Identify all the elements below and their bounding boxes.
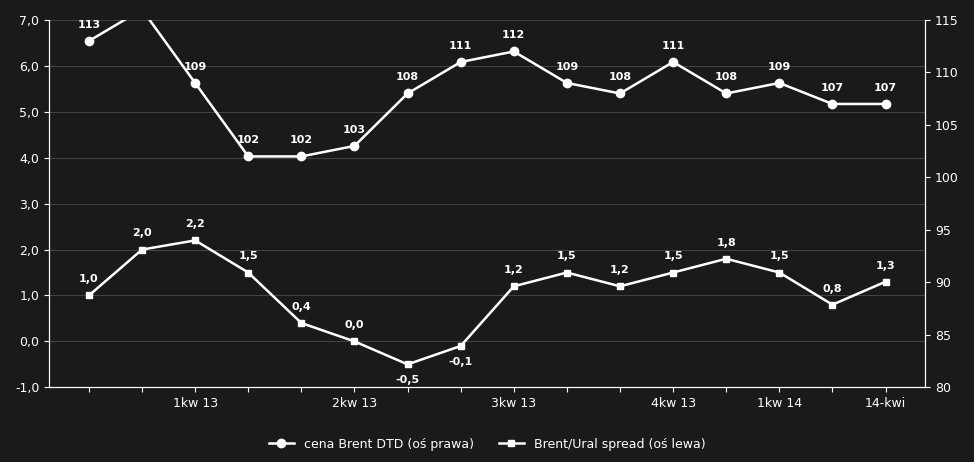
cena Brent DTD (oś prawa) xyxy=(136,7,148,12)
cena Brent DTD (oś prawa) xyxy=(349,143,360,149)
Text: 107: 107 xyxy=(874,83,897,93)
Text: 108: 108 xyxy=(715,73,737,82)
Text: 1,0: 1,0 xyxy=(79,274,98,285)
Text: 0,4: 0,4 xyxy=(291,302,312,312)
Brent/Ural spread (oś lewa) xyxy=(721,256,732,261)
Text: 111: 111 xyxy=(449,41,472,51)
Text: 0,8: 0,8 xyxy=(823,284,843,293)
Brent/Ural spread (oś lewa) xyxy=(83,293,94,298)
cena Brent DTD (oś prawa) xyxy=(243,154,254,159)
Text: 113: 113 xyxy=(77,20,100,30)
Text: 116: 116 xyxy=(0,461,1,462)
cena Brent DTD (oś prawa) xyxy=(401,91,413,96)
Line: cena Brent DTD (oś prawa): cena Brent DTD (oś prawa) xyxy=(85,6,889,161)
cena Brent DTD (oś prawa) xyxy=(508,49,520,54)
Text: 102: 102 xyxy=(237,135,260,146)
Brent/Ural spread (oś lewa) xyxy=(615,284,626,289)
cena Brent DTD (oś prawa) xyxy=(827,101,839,107)
Brent/Ural spread (oś lewa) xyxy=(508,284,520,289)
Text: 109: 109 xyxy=(555,62,579,72)
Brent/Ural spread (oś lewa) xyxy=(349,339,360,344)
Text: 2,2: 2,2 xyxy=(185,219,205,229)
cena Brent DTD (oś prawa) xyxy=(880,101,891,107)
cena Brent DTD (oś prawa) xyxy=(667,59,679,65)
cena Brent DTD (oś prawa) xyxy=(295,154,307,159)
Text: 107: 107 xyxy=(821,83,844,93)
Text: 108: 108 xyxy=(609,73,631,82)
Brent/Ural spread (oś lewa) xyxy=(880,279,891,285)
cena Brent DTD (oś prawa) xyxy=(721,91,732,96)
Text: 1,2: 1,2 xyxy=(610,265,630,275)
Text: 103: 103 xyxy=(343,125,366,135)
Text: 102: 102 xyxy=(290,135,313,146)
Brent/Ural spread (oś lewa) xyxy=(455,343,467,349)
Text: 112: 112 xyxy=(503,30,525,40)
cena Brent DTD (oś prawa) xyxy=(773,80,785,86)
Brent/Ural spread (oś lewa) xyxy=(136,247,148,252)
Brent/Ural spread (oś lewa) xyxy=(189,237,201,243)
cena Brent DTD (oś prawa) xyxy=(615,91,626,96)
cena Brent DTD (oś prawa) xyxy=(189,80,201,86)
Text: 109: 109 xyxy=(183,62,206,72)
Text: 1,2: 1,2 xyxy=(504,265,524,275)
Brent/Ural spread (oś lewa) xyxy=(295,320,307,326)
Brent/Ural spread (oś lewa) xyxy=(401,362,413,367)
cena Brent DTD (oś prawa) xyxy=(455,59,467,65)
Text: 108: 108 xyxy=(396,73,419,82)
Line: Brent/Ural spread (oś lewa): Brent/Ural spread (oś lewa) xyxy=(86,237,889,368)
Text: 0,0: 0,0 xyxy=(345,320,364,330)
Text: 1,5: 1,5 xyxy=(239,251,258,261)
Brent/Ural spread (oś lewa) xyxy=(827,302,839,307)
Text: 111: 111 xyxy=(661,41,685,51)
Text: 1,5: 1,5 xyxy=(769,251,789,261)
Brent/Ural spread (oś lewa) xyxy=(243,270,254,275)
cena Brent DTD (oś prawa) xyxy=(561,80,573,86)
Legend: cena Brent DTD (oś prawa), Brent/Ural spread (oś lewa): cena Brent DTD (oś prawa), Brent/Ural sp… xyxy=(264,433,710,456)
Text: 2,0: 2,0 xyxy=(132,229,152,238)
Text: 1,3: 1,3 xyxy=(876,261,895,271)
Text: 1,5: 1,5 xyxy=(557,251,577,261)
Text: 1,5: 1,5 xyxy=(663,251,683,261)
Brent/Ural spread (oś lewa) xyxy=(773,270,785,275)
Brent/Ural spread (oś lewa) xyxy=(561,270,573,275)
Text: 109: 109 xyxy=(768,62,791,72)
Text: 1,8: 1,8 xyxy=(716,237,736,248)
Brent/Ural spread (oś lewa) xyxy=(667,270,679,275)
Text: -0,1: -0,1 xyxy=(449,357,472,367)
cena Brent DTD (oś prawa) xyxy=(83,38,94,44)
Text: -0,5: -0,5 xyxy=(395,376,420,385)
